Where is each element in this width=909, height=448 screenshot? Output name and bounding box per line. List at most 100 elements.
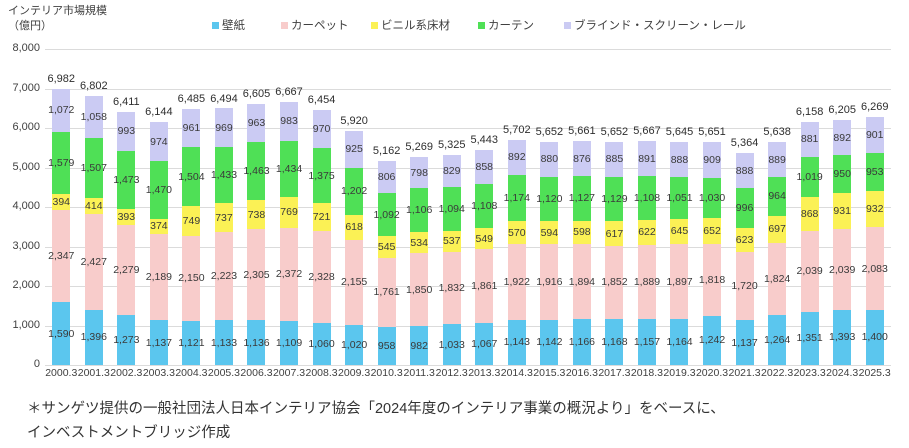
segment-value-label: 993 <box>117 125 136 138</box>
stacked-bar-2009.3: 925 1,202 618 2,155 1,020 <box>341 131 367 365</box>
bar-column-2001.3: 1,058 1,507 414 2,427 1,396 6,802 2001.3 <box>78 49 111 379</box>
segment-value-label: 2,039 <box>796 265 823 278</box>
x-axis-label: 2001.3 <box>77 367 110 379</box>
bar-column-2012.3: 829 1,094 537 1,832 1,033 5,325 2012.3 <box>435 49 468 379</box>
segment-carpet: 1,916 <box>536 244 562 320</box>
x-axis-label: 2018.3 <box>630 367 664 379</box>
total-value-label: 6,158 <box>795 105 824 118</box>
legend-item-curtain: カーテン <box>478 17 534 33</box>
segment-value-label: 1,019 <box>796 170 823 183</box>
bar-column-2005.3: 969 1,433 737 2,223 1,133 6,494 2005.3 <box>208 49 241 380</box>
segment-value-label: 1,861 <box>471 280 498 293</box>
segment-vinyl-flooring: 594 <box>540 220 559 245</box>
segment-wallpaper: 1,273 <box>113 314 139 365</box>
segment-curtain: 1,470 <box>146 160 172 219</box>
plot-area: 1,072 1,579 394 2,347 1,590 6,982 2000.3 1,058 1… <box>45 49 891 380</box>
segment-value-label: 858 <box>475 160 494 173</box>
bar-column-2020.3: 909 1,030 652 1,818 1,242 5,651 2020.3 <box>696 49 729 379</box>
segment-blind-screen-rail: 1,058 <box>81 96 107 139</box>
segment-value-label: 970 <box>312 123 331 136</box>
segment-wallpaper: 1,393 <box>829 309 855 365</box>
segment-value-label: 888 <box>670 153 689 166</box>
segment-vinyl-flooring: 374 <box>149 218 168 234</box>
segment-wallpaper: 1,121 <box>178 320 205 365</box>
chart-title-unit: （億円） <box>8 20 52 32</box>
segment-carpet: 2,427 <box>81 214 107 310</box>
segment-value-label: 1,396 <box>80 331 107 344</box>
segment-value-label: 769 <box>280 206 298 219</box>
segment-carpet: 2,305 <box>243 229 270 321</box>
segment-value-label: 996 <box>735 201 754 214</box>
y-axis-tick-5000: 5,000 <box>12 160 40 173</box>
stacked-bar-2022.3: 889 964 697 1,824 1,264 <box>764 142 790 365</box>
segment-carpet: 2,039 <box>829 229 855 310</box>
segment-value-label: 1,264 <box>763 334 791 347</box>
total-value-label: 5,162 <box>372 145 401 158</box>
bar-column-2009.3: 925 1,202 618 2,155 1,020 5,920 2009.3 <box>338 49 371 379</box>
segment-blind-screen-rail: 983 <box>280 101 299 141</box>
segment-vinyl-flooring: 721 <box>312 202 331 232</box>
legend: 壁紙 カーペット ビニル系床材 カーテン ブラインド・スクリーン・レール <box>0 17 909 33</box>
segment-value-label: 1,242 <box>698 334 726 347</box>
segment-carpet: 2,150 <box>178 235 205 321</box>
segment-vinyl-flooring: 622 <box>637 220 656 245</box>
segment-curtain: 1,434 <box>276 140 302 198</box>
segment-wallpaper: 1,136 <box>243 320 270 365</box>
total-value-label: 5,651 <box>698 125 726 138</box>
segment-vinyl-flooring: 570 <box>507 221 526 244</box>
segment-wallpaper: 1,109 <box>276 321 302 365</box>
x-axis-label: 2024.3 <box>826 367 859 379</box>
segment-blind-screen-rail: 806 <box>377 161 396 193</box>
segment-value-label: 534 <box>410 236 428 249</box>
segment-value-label: 798 <box>410 166 428 179</box>
bar-column-2002.3: 993 1,473 393 2,279 1,273 6,411 2002.3 <box>110 49 143 379</box>
segment-value-label: 1,051 <box>666 191 693 204</box>
segment-curtain: 950 <box>833 155 852 193</box>
bar-column-2024.3: 892 950 931 2,039 1,393 6,205 2024.3 <box>826 49 859 379</box>
x-axis-label: 2006.3 <box>240 367 273 379</box>
segment-value-label: 1,894 <box>568 275 596 288</box>
segment-vinyl-flooring: 414 <box>84 197 103 214</box>
segment-vinyl-flooring: 769 <box>280 197 299 228</box>
total-value-label: 6,411 <box>112 95 140 108</box>
segment-value-label: 889 <box>768 153 786 166</box>
segment-value-label: 891 <box>638 152 656 165</box>
segment-blind-screen-rail: 876 <box>572 141 591 177</box>
segment-value-label: 950 <box>833 167 851 180</box>
segment-value-label: 618 <box>345 221 363 234</box>
segment-value-label: 737 <box>215 211 233 224</box>
total-value-label: 6,144 <box>145 106 173 119</box>
total-value-label: 5,364 <box>730 137 759 150</box>
source-note-line1: ＊サンゲツ提供の一般社団法人日本インテリア協会「2024年度のインテリア事業の概… <box>27 401 725 417</box>
legend-swatch-wallpaper <box>212 21 219 29</box>
source-note-line2: インベストメントブリッジ作成 <box>27 425 231 441</box>
segment-value-label: 2,039 <box>829 263 856 276</box>
segment-value-label: 932 <box>865 203 884 216</box>
segment-value-label: 1,174 <box>503 192 530 205</box>
segment-value-label: 1,108 <box>633 192 661 205</box>
stacked-bar-2003.3: 974 1,470 374 2,189 1,137 <box>146 122 172 365</box>
segment-value-label: 549 <box>475 232 494 245</box>
segment-wallpaper: 1,164 <box>666 319 693 365</box>
segment-value-label: 964 <box>768 190 786 203</box>
segment-value-label: 1,463 <box>243 165 270 178</box>
chart-title-line1: インテリア市場規模 <box>8 5 107 17</box>
x-axis-label: 2014.3 <box>500 367 533 379</box>
x-axis-label: 2012.3 <box>435 367 468 379</box>
stacked-bar-2013.3: 858 1,108 549 1,861 1,067 <box>471 150 497 365</box>
segment-value-label: 868 <box>800 207 819 220</box>
segment-wallpaper: 982 <box>410 326 429 365</box>
total-value-label: 6,802 <box>80 80 108 93</box>
stacked-bar-2014.3: 892 1,174 570 1,922 1,143 <box>504 139 530 365</box>
segment-carpet: 1,897 <box>666 244 693 320</box>
segment-wallpaper: 1,264 <box>764 315 790 365</box>
legend-swatch-curtain <box>478 21 485 29</box>
stacked-bar-2018.3: 891 1,108 622 1,889 1,157 <box>634 141 660 365</box>
total-value-label: 5,652 <box>600 125 629 138</box>
bar-column-2006.3: 963 1,463 738 2,305 1,136 6,605 2006.3 <box>240 49 273 379</box>
legend-label: カーテン <box>488 20 534 32</box>
stacked-bar-2000.3: 1,072 1,579 394 2,347 1,590 <box>48 89 74 365</box>
stacked-bar-2023.3: 881 1,019 868 2,039 1,351 <box>797 121 823 365</box>
segment-value-label: 1,818 <box>698 274 726 287</box>
gridline-6000 <box>45 128 891 129</box>
